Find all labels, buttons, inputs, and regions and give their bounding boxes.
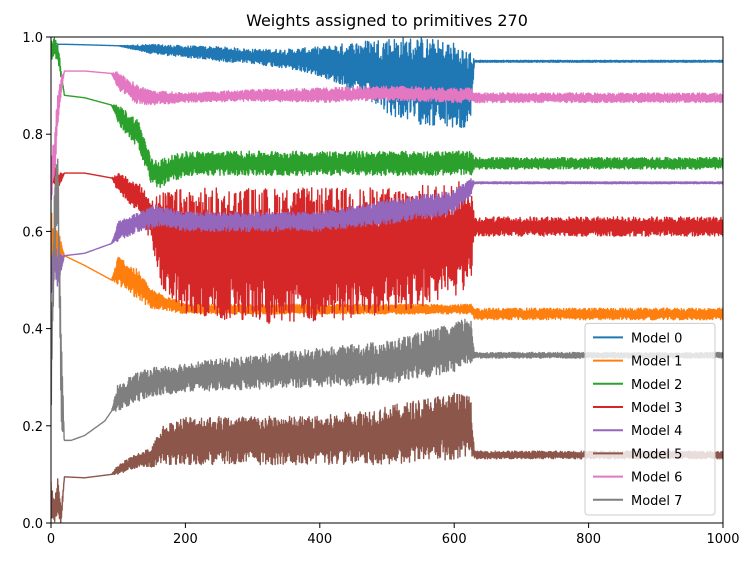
legend-label: Model 4 xyxy=(631,424,682,439)
axis-layer: 0 200 400 600 800 1000 0.0 0.2 0.4 0.6 0.8 1.0 xyxy=(22,31,739,547)
chart-title: Weights assigned to primitives 270 xyxy=(246,11,528,30)
legend-label: Model 2 xyxy=(631,378,682,393)
x-tick-label: 200 xyxy=(173,532,198,547)
series-line-model-3 xyxy=(51,164,723,325)
legend: Model 0 Model 1 Model 2 Model 3 Model 4 Model… xyxy=(584,322,716,516)
series-line-model-4 xyxy=(51,178,723,294)
legend-label: Model 6 xyxy=(631,471,682,486)
x-tick-label: 400 xyxy=(307,532,332,547)
series-layer xyxy=(51,37,723,523)
plot-frame xyxy=(50,36,724,524)
y-tick-label: 0.6 xyxy=(22,225,43,240)
y-tick-label: 0.8 xyxy=(22,128,43,143)
legend-label: Model 0 xyxy=(631,331,682,346)
y-tick-label: 0.4 xyxy=(22,323,43,338)
series-line-model-6 xyxy=(51,70,723,201)
series-line-model-2 xyxy=(51,37,723,189)
legend-box xyxy=(584,322,716,516)
y-tick-label: 0.0 xyxy=(22,517,43,532)
legend-label: Model 7 xyxy=(631,494,682,509)
x-tick-label: 1000 xyxy=(706,532,739,547)
y-tick-label: 0.2 xyxy=(22,420,43,435)
legend-label: Model 3 xyxy=(631,401,682,416)
x-tick-label: 600 xyxy=(442,532,467,547)
x-tick-label: 0 xyxy=(47,532,55,547)
x-tick-label: 800 xyxy=(576,532,601,547)
y-tick-label: 1.0 xyxy=(22,31,43,46)
legend-label: Model 1 xyxy=(631,355,682,370)
series-line-model-1 xyxy=(51,212,723,321)
series-line-model-0 xyxy=(51,37,723,129)
legend-label: Model 5 xyxy=(631,447,682,462)
